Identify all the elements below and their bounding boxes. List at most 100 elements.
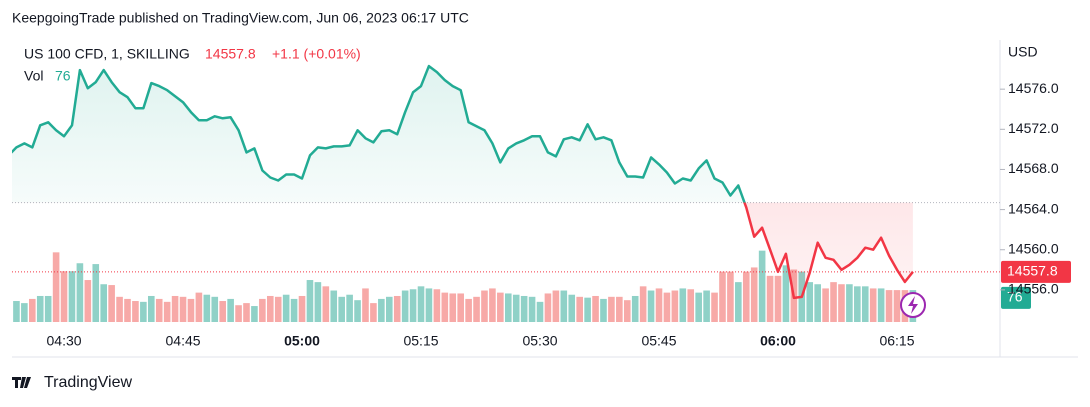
volume-bar [616, 296, 623, 322]
volume-bar [155, 298, 163, 322]
volume-bar [132, 301, 139, 322]
volume-bar [195, 292, 203, 322]
volume-bar [560, 290, 568, 322]
volume-bar [552, 290, 560, 322]
volume-bar [417, 286, 425, 322]
volume-bar [68, 271, 76, 322]
volume-bar [84, 280, 92, 322]
volume-bar [774, 275, 782, 322]
volume-bar [5, 303, 12, 322]
volume-bar [274, 296, 282, 322]
volume-bar [378, 298, 385, 322]
volume-bar [298, 295, 306, 322]
volume-bar [140, 301, 147, 322]
volume-bar [854, 286, 861, 322]
y-tick-label: 14556.0 [1008, 281, 1059, 297]
volume-bar [512, 294, 520, 322]
volume-bar [124, 298, 131, 322]
volume-bar [171, 295, 179, 322]
volume-bar [259, 298, 266, 322]
volume-bar [663, 292, 671, 322]
volume-bar [647, 290, 655, 322]
volume-bar [536, 301, 544, 322]
volume-tag [1001, 286, 1031, 309]
volume-bar [727, 271, 734, 322]
volume-bar [608, 296, 615, 322]
volume-bar [235, 305, 242, 322]
volume-bar [338, 296, 345, 322]
volume-bar [36, 295, 44, 322]
volume-bar [520, 295, 528, 322]
volume-bar [814, 284, 821, 322]
volume-bar [21, 303, 28, 322]
volume-bar [711, 292, 718, 322]
volume-bar [60, 271, 68, 322]
volume-bar [219, 301, 226, 322]
volume-bar [687, 289, 695, 322]
brand: TradingView [44, 374, 132, 391]
volume-bar [28, 298, 36, 322]
volume-bar [742, 271, 750, 322]
volume-bar [362, 288, 369, 322]
volume-bar [631, 295, 639, 322]
volume-bar [830, 282, 837, 322]
volume-bar [401, 290, 409, 322]
volume-bar [449, 293, 457, 322]
volume-bar [251, 306, 258, 322]
baseline-area [12, 66, 913, 298]
volume-bar [76, 263, 84, 322]
volume-bar [671, 290, 679, 322]
volume-bar [893, 290, 901, 322]
volume-bar [290, 298, 298, 322]
volume-bar [869, 288, 877, 322]
volume-bar [52, 252, 60, 322]
volume-bar [481, 290, 488, 322]
volume-bar [489, 288, 496, 322]
volume-bar [750, 267, 758, 322]
volume-bar [782, 265, 790, 322]
volume-bar [211, 296, 219, 322]
volume-bar [266, 295, 274, 322]
price-tag [1001, 260, 1071, 283]
price-tag-label: 14557.8 [1007, 263, 1058, 279]
volume-bar [576, 296, 583, 322]
volume-bar [695, 292, 702, 322]
volume-bar [227, 298, 234, 322]
volume-bar [354, 300, 361, 322]
x-tick-label: 05:00 [284, 333, 320, 349]
x-tick-label: 06:00 [760, 333, 796, 349]
volume-bar [370, 303, 377, 322]
y-tick-label: 14568.0 [1008, 160, 1059, 176]
volume-bar [44, 295, 52, 322]
volume-bar [735, 282, 742, 322]
x-tick-label: 04:45 [166, 333, 201, 349]
volume-bar [504, 293, 512, 322]
volume-bar [306, 280, 314, 322]
volume-bar [766, 275, 774, 322]
volume-bar [885, 290, 893, 322]
volume-bar [758, 250, 766, 322]
volume-bar [623, 300, 631, 322]
volume-bar [108, 285, 115, 322]
volume-bar [322, 286, 330, 322]
volume-bar [425, 288, 433, 322]
volume-bar [719, 271, 726, 322]
volume-bar [861, 286, 869, 322]
x-tick-label: 05:30 [522, 333, 557, 349]
y-tick-label: 14576.0 [1008, 80, 1059, 96]
volume-bar [314, 282, 322, 322]
volume-bar [433, 289, 441, 322]
volume-bar [441, 292, 449, 322]
volume-bar [282, 294, 290, 322]
legend-change: +1.1 (+0.01%) [272, 46, 361, 62]
volume-bar [846, 284, 853, 322]
alert-icon [900, 292, 926, 318]
volume-bar [203, 294, 211, 322]
legend-price: 14557.8 [205, 46, 256, 62]
x-tick-label: 05:15 [403, 333, 438, 349]
x-tick-label: 04:30 [47, 333, 82, 349]
volume-bar [584, 297, 591, 322]
currency: USD [1008, 44, 1038, 60]
volume-bar [528, 296, 536, 322]
